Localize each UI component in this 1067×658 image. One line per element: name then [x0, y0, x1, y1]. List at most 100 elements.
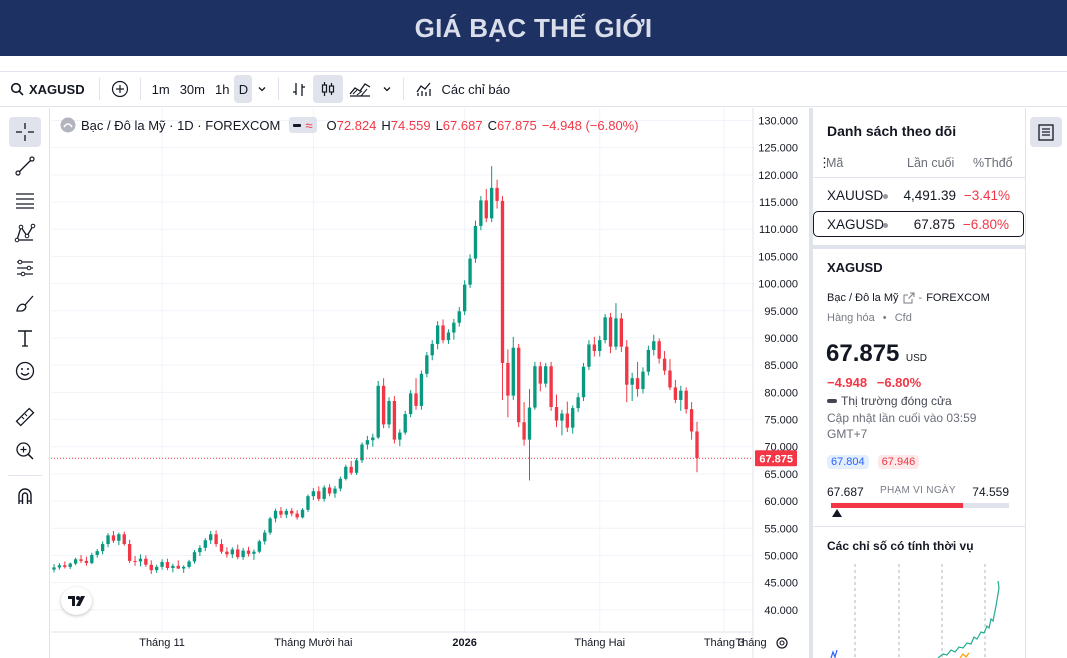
interval-1h[interactable]: 1h [210, 75, 234, 103]
candle-body [506, 362, 510, 396]
chart-type-dropdown[interactable] [377, 75, 397, 103]
candle-body [68, 563, 72, 567]
price-tick-label: 60.000 [764, 496, 798, 508]
ohlc-value: 67.875 [496, 117, 537, 133]
watchlist-title[interactable]: Danh sách theo dõi [827, 123, 957, 139]
time-axis: Tháng 11 Tháng Mười hai 2026 Tháng Hai Tháng… [51, 631, 788, 649]
range-low: 67.687 [827, 485, 864, 499]
pattern-tool[interactable] [9, 218, 41, 248]
smiley-icon [15, 361, 35, 381]
candle-body [608, 317, 613, 347]
price-tick-label: 130.000 [758, 115, 798, 127]
price-chart[interactable]: 130.000 125.000 120.000 115.000 110.000 105.0… [51, 108, 809, 658]
candle-body [257, 541, 262, 552]
candle-body [365, 440, 370, 445]
day-range: 67.687 PHẠM VI NGÀY 74.559 [827, 483, 1009, 517]
magnet-tool[interactable] [9, 482, 41, 512]
candle-body [160, 561, 164, 567]
bars-icon [293, 83, 306, 96]
crosshair-icon [16, 123, 34, 141]
crosshair-tool[interactable] [9, 117, 41, 147]
tradingview-logo[interactable] [61, 587, 92, 615]
row-last: 4,491.39 [903, 188, 956, 203]
candle-body [300, 509, 305, 518]
external-link-icon[interactable] [903, 292, 915, 304]
horizontal-lines-tool[interactable] [9, 185, 41, 215]
candle-body [560, 413, 564, 421]
seasonal-chart[interactable] [813, 564, 1011, 658]
candle-body [219, 544, 224, 552]
candle-body [327, 487, 332, 494]
symbol-search-button[interactable]: XAGUSD [4, 75, 91, 103]
symbol-label: XAGUSD [29, 81, 85, 97]
candles-chart-type-button[interactable] [313, 75, 344, 103]
forecast-icon [17, 259, 33, 277]
candle-body [322, 487, 326, 499]
interval-1m[interactable]: 1m [147, 75, 175, 103]
bullet-dot: • [882, 312, 887, 324]
forecast-tool[interactable] [9, 253, 41, 283]
candle-body [549, 366, 553, 408]
measure-tool[interactable] [9, 402, 41, 432]
zoom-tool[interactable] [9, 436, 41, 466]
interval-dropdown[interactable] [252, 75, 272, 103]
ohlc-key: H [381, 117, 391, 133]
watchlist-details-button[interactable] [1030, 117, 1062, 147]
candle-body [414, 393, 418, 406]
candle-body [603, 317, 607, 341]
bar-chart-type-button[interactable] [285, 75, 313, 103]
time-tick-label: Tháng 3 [704, 637, 744, 649]
compare-symbol-button[interactable] [106, 75, 134, 103]
seasonal-line-orange [959, 652, 970, 658]
section-divider [813, 245, 1025, 249]
details-exchange: FOREXCOM [926, 292, 990, 304]
toolbar-divider [98, 78, 100, 100]
col-change[interactable]: %Thđổ [973, 156, 1013, 170]
candle-body [495, 187, 499, 201]
search-icon [10, 82, 24, 96]
candle-body [106, 535, 110, 545]
chart-settings-icon[interactable] [776, 637, 788, 649]
panel-splitter[interactable] [809, 108, 813, 658]
candle-body [673, 387, 678, 400]
col-last[interactable]: Lần cuối [907, 156, 955, 170]
candle-body [209, 534, 213, 541]
legend-hide-toggle[interactable]: ≈ [289, 117, 317, 133]
area-chart-icon [349, 83, 371, 97]
candle-body [679, 390, 683, 400]
watchlist-row[interactable]: XAUUSD 4,491.39 −3.41% [813, 184, 1025, 208]
toolbar-divider [403, 78, 405, 100]
interval-label: 1m [151, 81, 170, 97]
details-name[interactable]: Bạc / Đô la Mỹ [827, 292, 899, 304]
candle-body [689, 409, 694, 432]
indicators-button[interactable]: Các chỉ báo [410, 75, 515, 103]
candle-body [668, 370, 672, 388]
collapse-legend-icon[interactable] [60, 117, 76, 133]
candle-body [203, 540, 207, 548]
area-chart-type-button[interactable] [343, 75, 377, 103]
candle-body [435, 325, 440, 344]
brush-tool[interactable] [9, 288, 41, 318]
col-symbol[interactable]: Mã [826, 156, 844, 170]
candle-body [284, 510, 289, 515]
legend-symbol-name[interactable]: Bạc / Đô la Mỹ · 1D · FOREXCOM [81, 117, 281, 133]
candle-body [462, 284, 467, 312]
watchlist-header: ⋮ Mã Lần cuối %Thđổ [813, 155, 1025, 172]
candle-body [554, 407, 559, 421]
interval-d[interactable]: D [234, 75, 253, 103]
candle-body [84, 560, 89, 564]
watchlist-row-selected[interactable]: XAGUSD 67.875 −6.80% [813, 211, 1024, 237]
candle-body [230, 549, 234, 555]
trend-line-tool[interactable] [9, 151, 41, 181]
emoji-tool[interactable] [9, 356, 41, 386]
more-icon[interactable]: ⋮ [818, 155, 831, 170]
market-closed-icon [827, 399, 837, 403]
price-tick-label: 45.000 [764, 578, 798, 590]
text-tool[interactable] [9, 323, 41, 353]
price-tick-label: 40.000 [764, 605, 798, 617]
details-change: −4.948 [827, 375, 868, 390]
interval-30m[interactable]: 30m [175, 75, 210, 103]
seasonal-title[interactable]: Các chỉ số có tính thời vụ [827, 539, 974, 553]
row-last: 67.875 [913, 217, 955, 232]
candle-body [198, 547, 202, 553]
